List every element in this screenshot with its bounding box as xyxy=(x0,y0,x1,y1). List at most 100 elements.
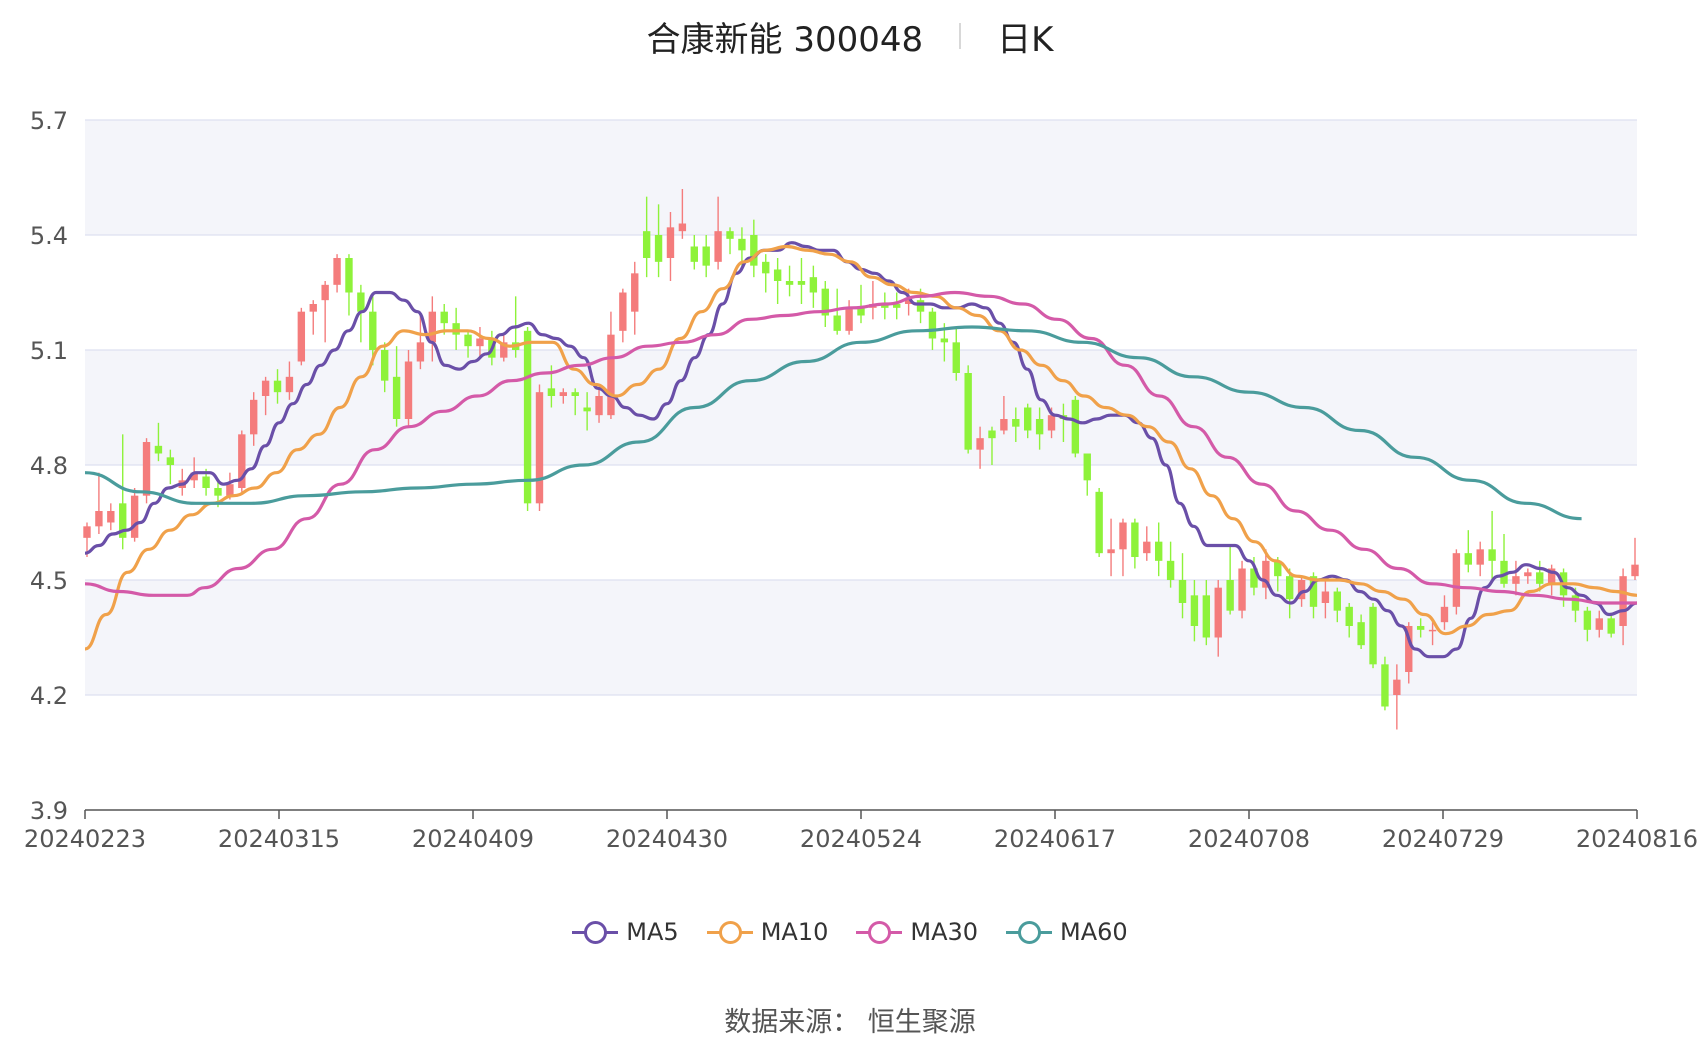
candle-body xyxy=(1476,549,1484,565)
candle-body xyxy=(1583,610,1592,630)
y-tick-label: 5.4 xyxy=(30,222,68,250)
candle-body xyxy=(1155,541,1163,561)
y-tick-label: 4.8 xyxy=(30,452,68,480)
candle-body xyxy=(690,246,698,262)
candle-body xyxy=(1416,626,1425,630)
candle-body xyxy=(226,484,234,496)
candle-body xyxy=(214,488,222,496)
candle-body xyxy=(83,526,91,538)
candle-body xyxy=(1547,568,1556,584)
y-tick-label: 3.9 xyxy=(30,797,68,825)
candle-body xyxy=(1047,415,1056,431)
candle-body xyxy=(1190,595,1199,626)
candle-body xyxy=(714,231,722,262)
candle-body xyxy=(1119,522,1127,550)
candle-body xyxy=(1381,664,1389,707)
candle-body xyxy=(1012,419,1020,427)
candle-body xyxy=(1595,618,1603,630)
candle-body xyxy=(404,361,413,419)
candle-body xyxy=(381,350,389,381)
candle-body xyxy=(130,495,139,538)
candle-body xyxy=(762,261,770,274)
candle-body xyxy=(1107,549,1115,554)
candle-body xyxy=(238,434,246,488)
candle-body xyxy=(119,503,127,538)
y-tick-label: 5.7 xyxy=(30,107,68,135)
chart-period: 日K xyxy=(997,19,1054,60)
ma-line-ma10 xyxy=(84,244,1638,651)
candle-body xyxy=(928,311,937,339)
candle-body xyxy=(619,292,627,331)
candle-body xyxy=(1214,587,1222,638)
x-tick-label: 20240708 xyxy=(1188,825,1310,853)
candle-body xyxy=(1095,491,1103,554)
candle-body xyxy=(1262,560,1270,588)
candle-body xyxy=(1631,564,1639,577)
legend-marker-icon xyxy=(856,920,903,944)
candle-body xyxy=(904,300,913,304)
candle-body xyxy=(785,281,794,285)
candle-body xyxy=(285,376,294,393)
chart-title-row: 合康新能 300048 日K xyxy=(0,8,1700,64)
candle-body xyxy=(547,388,556,396)
candle-body xyxy=(416,342,425,362)
legend-marker-icon xyxy=(706,920,753,944)
candle-body xyxy=(773,269,782,281)
candle-body xyxy=(881,304,889,308)
candle-body xyxy=(893,304,901,308)
candle-body xyxy=(1321,591,1330,603)
candle-body xyxy=(797,281,806,285)
x-tick-label: 20240524 xyxy=(800,825,922,853)
x-tick-label: 20240617 xyxy=(994,825,1116,853)
candle-body xyxy=(988,430,996,439)
candle-body xyxy=(1035,419,1044,435)
candle-body xyxy=(1285,576,1294,600)
legend-label: MA5 xyxy=(626,918,679,946)
candle-body xyxy=(1000,419,1008,431)
candle-body xyxy=(1393,679,1401,695)
candle-body xyxy=(166,457,175,465)
candle-body xyxy=(940,338,949,343)
candle-body xyxy=(1440,606,1449,623)
ma-line-ma60 xyxy=(84,325,1582,521)
candle-body xyxy=(392,376,401,419)
candle-body xyxy=(1536,572,1544,584)
x-tick-label: 20240729 xyxy=(1382,825,1504,853)
plot-band xyxy=(85,580,1637,695)
candle-body xyxy=(1524,572,1532,577)
candle-body xyxy=(1619,576,1627,626)
candle-body xyxy=(916,300,925,312)
candle-body xyxy=(1071,399,1080,454)
legend-item-ma10[interactable]: MA10 xyxy=(706,918,829,946)
candle-body xyxy=(428,311,437,343)
y-tick-label: 4.2 xyxy=(30,682,68,710)
candle-body xyxy=(250,399,258,435)
candle-body xyxy=(809,277,818,293)
candle-body xyxy=(107,511,115,523)
legend-item-ma60[interactable]: MA60 xyxy=(1006,918,1128,946)
candle-body xyxy=(964,373,972,450)
candle-body xyxy=(631,273,639,312)
candle-body xyxy=(559,392,567,396)
x-tick-label: 20240409 xyxy=(412,825,534,853)
candle-body xyxy=(821,288,829,316)
candle-body xyxy=(345,258,353,293)
candle-body xyxy=(190,472,198,481)
candle-body xyxy=(1250,568,1258,588)
candle-body xyxy=(583,407,591,412)
candle-body xyxy=(750,235,758,266)
candle-body xyxy=(500,342,508,358)
candle-body xyxy=(1166,560,1175,580)
legend-item-ma5[interactable]: MA5 xyxy=(572,918,679,946)
legend-marker-icon xyxy=(1006,920,1053,944)
legend-item-ma30[interactable]: MA30 xyxy=(856,918,978,946)
legend-label: MA10 xyxy=(760,918,829,946)
candle-body xyxy=(95,511,103,527)
x-tick-label: 20240315 xyxy=(218,825,340,853)
candle-body xyxy=(976,438,984,450)
candle-body xyxy=(535,392,544,504)
candle-body xyxy=(1464,553,1472,565)
y-tick-label: 4.5 xyxy=(30,567,68,595)
candle-body xyxy=(1428,629,1437,632)
